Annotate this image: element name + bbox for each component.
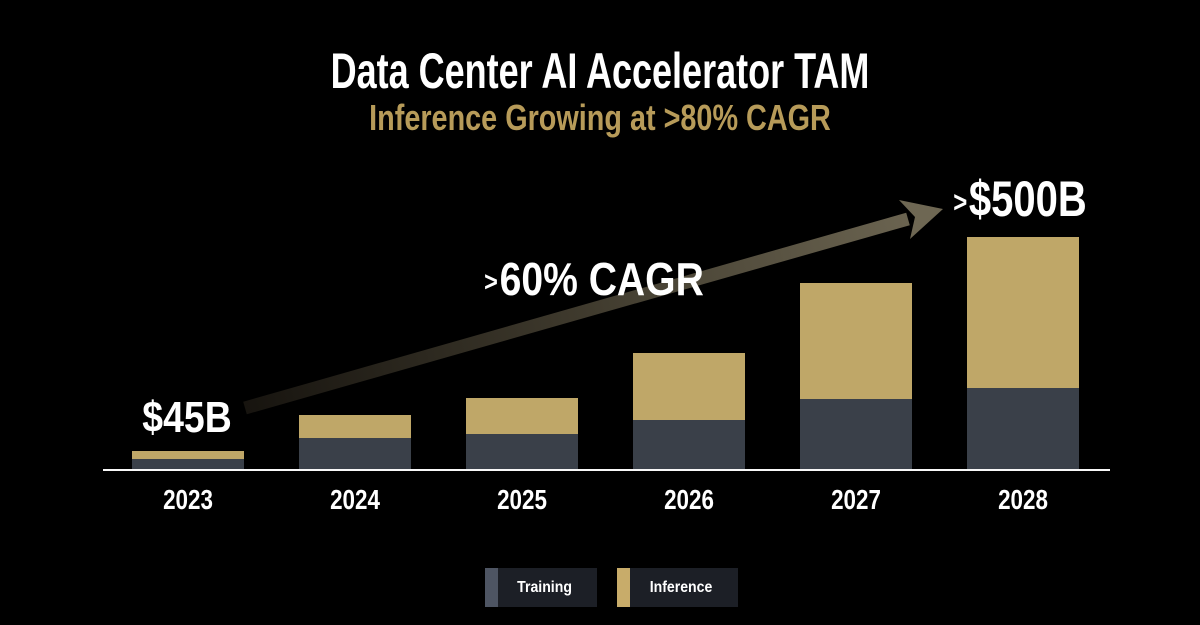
- bar-2024-training-segment: [299, 438, 411, 470]
- x-label-2023: 2023: [163, 484, 213, 515]
- legend: Training Inference: [485, 568, 739, 607]
- annotation-2028-text: $500B: [968, 171, 1087, 227]
- bar-2025-inference-segment: [466, 398, 578, 434]
- bar-2027-training-segment: [800, 399, 912, 470]
- legend-label-training: Training: [517, 579, 572, 596]
- page-title: Data Center AI Accelerator TAM: [330, 43, 870, 99]
- annotation-2023-value: $45B: [142, 396, 231, 440]
- annotation-2028-value: >$500B: [953, 174, 1087, 224]
- bar-2027: [800, 283, 912, 470]
- annotation-cagr-text: 60% CAGR: [499, 253, 704, 305]
- trend-arrow-head: [899, 200, 943, 239]
- greater-than-sign: >: [484, 266, 498, 298]
- bar-2026: [633, 353, 745, 470]
- annotation-cagr: >60% CAGR: [484, 256, 704, 302]
- x-axis-line: [103, 469, 1110, 471]
- bar-2024: [299, 415, 411, 470]
- bar-2028-training-segment: [967, 388, 1079, 470]
- legend-item-inference: Inference: [617, 568, 739, 607]
- bar-2026-training-segment: [633, 420, 745, 470]
- x-label-2028: 2028: [998, 484, 1048, 515]
- legend-item-training: Training: [485, 568, 598, 607]
- bar-2028: [967, 237, 1079, 470]
- bar-2024-inference-segment: [299, 415, 411, 438]
- annotation-2023-text: $45B: [142, 393, 232, 442]
- legend-label-inference: Inference: [649, 579, 713, 596]
- bar-2023-training-segment: [132, 459, 244, 470]
- page-subtitle: Inference Growing at >80% CAGR: [369, 97, 831, 138]
- bar-2023-inference-segment: [132, 451, 244, 459]
- legend-swatch-inference-icon: [617, 568, 631, 607]
- legend-swatch-training-icon: [485, 568, 498, 607]
- bar-2023: [132, 451, 244, 470]
- bar-2026-inference-segment: [633, 353, 745, 420]
- x-label-2026: 2026: [664, 484, 714, 515]
- bar-2025: [466, 398, 578, 470]
- x-label-2024: 2024: [330, 484, 380, 515]
- bar-2028-inference-segment: [967, 237, 1079, 388]
- greater-than-sign: >: [953, 185, 968, 219]
- bar-2025-training-segment: [466, 434, 578, 470]
- x-label-2025: 2025: [497, 484, 547, 515]
- x-label-2027: 2027: [831, 484, 881, 515]
- bar-2027-inference-segment: [800, 283, 912, 399]
